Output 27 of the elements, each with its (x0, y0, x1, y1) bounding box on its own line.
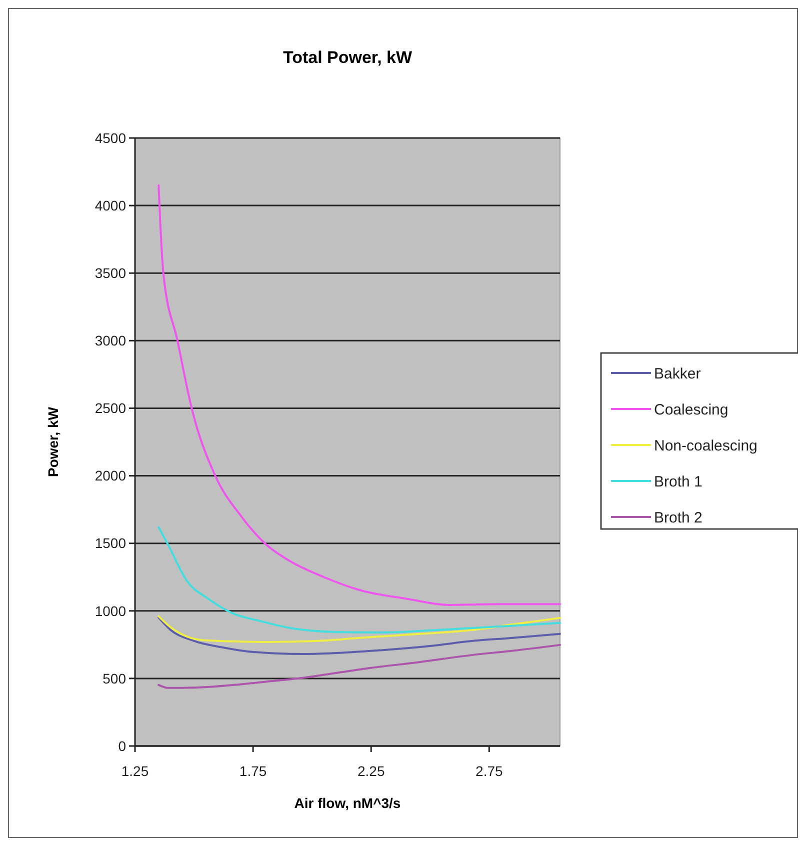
x-axis-title: Air flow, nM^3/s (294, 795, 401, 811)
x-tick-label: 1.75 (239, 763, 267, 779)
legend-label: Bakker (654, 365, 701, 382)
y-tick-label: 3500 (94, 265, 126, 282)
line-series (158, 184, 561, 606)
line-series (158, 616, 561, 655)
y-tick-label: 2000 (94, 468, 126, 484)
x-tick-label: 1.25 (121, 763, 149, 779)
x-tick-label: 2.75 (476, 763, 504, 779)
legend-label: Coalescing (654, 401, 728, 418)
x-tick-label: 2.25 (357, 763, 385, 779)
legend-label: Broth 2 (654, 509, 702, 526)
line-series (158, 615, 561, 643)
y-tick-label: 500 (102, 670, 126, 686)
y-axis-title: Power, kW (45, 406, 61, 478)
y-tick-label: 0 (118, 738, 126, 754)
y-tick-label: 1500 (94, 535, 126, 552)
y-tick-label: 4500 (94, 130, 126, 146)
y-tick-label: 2500 (94, 400, 126, 416)
line-series (158, 526, 561, 634)
y-tick-label: 4000 (94, 197, 126, 214)
y-tick-label: 3000 (94, 332, 126, 349)
y-tick-label: 1000 (94, 602, 126, 619)
legend-label: Broth 1 (654, 473, 702, 490)
legend-label: Non-coalescing (654, 437, 758, 454)
line-series (158, 644, 561, 689)
chart-title: Total Power, kW (282, 48, 413, 67)
